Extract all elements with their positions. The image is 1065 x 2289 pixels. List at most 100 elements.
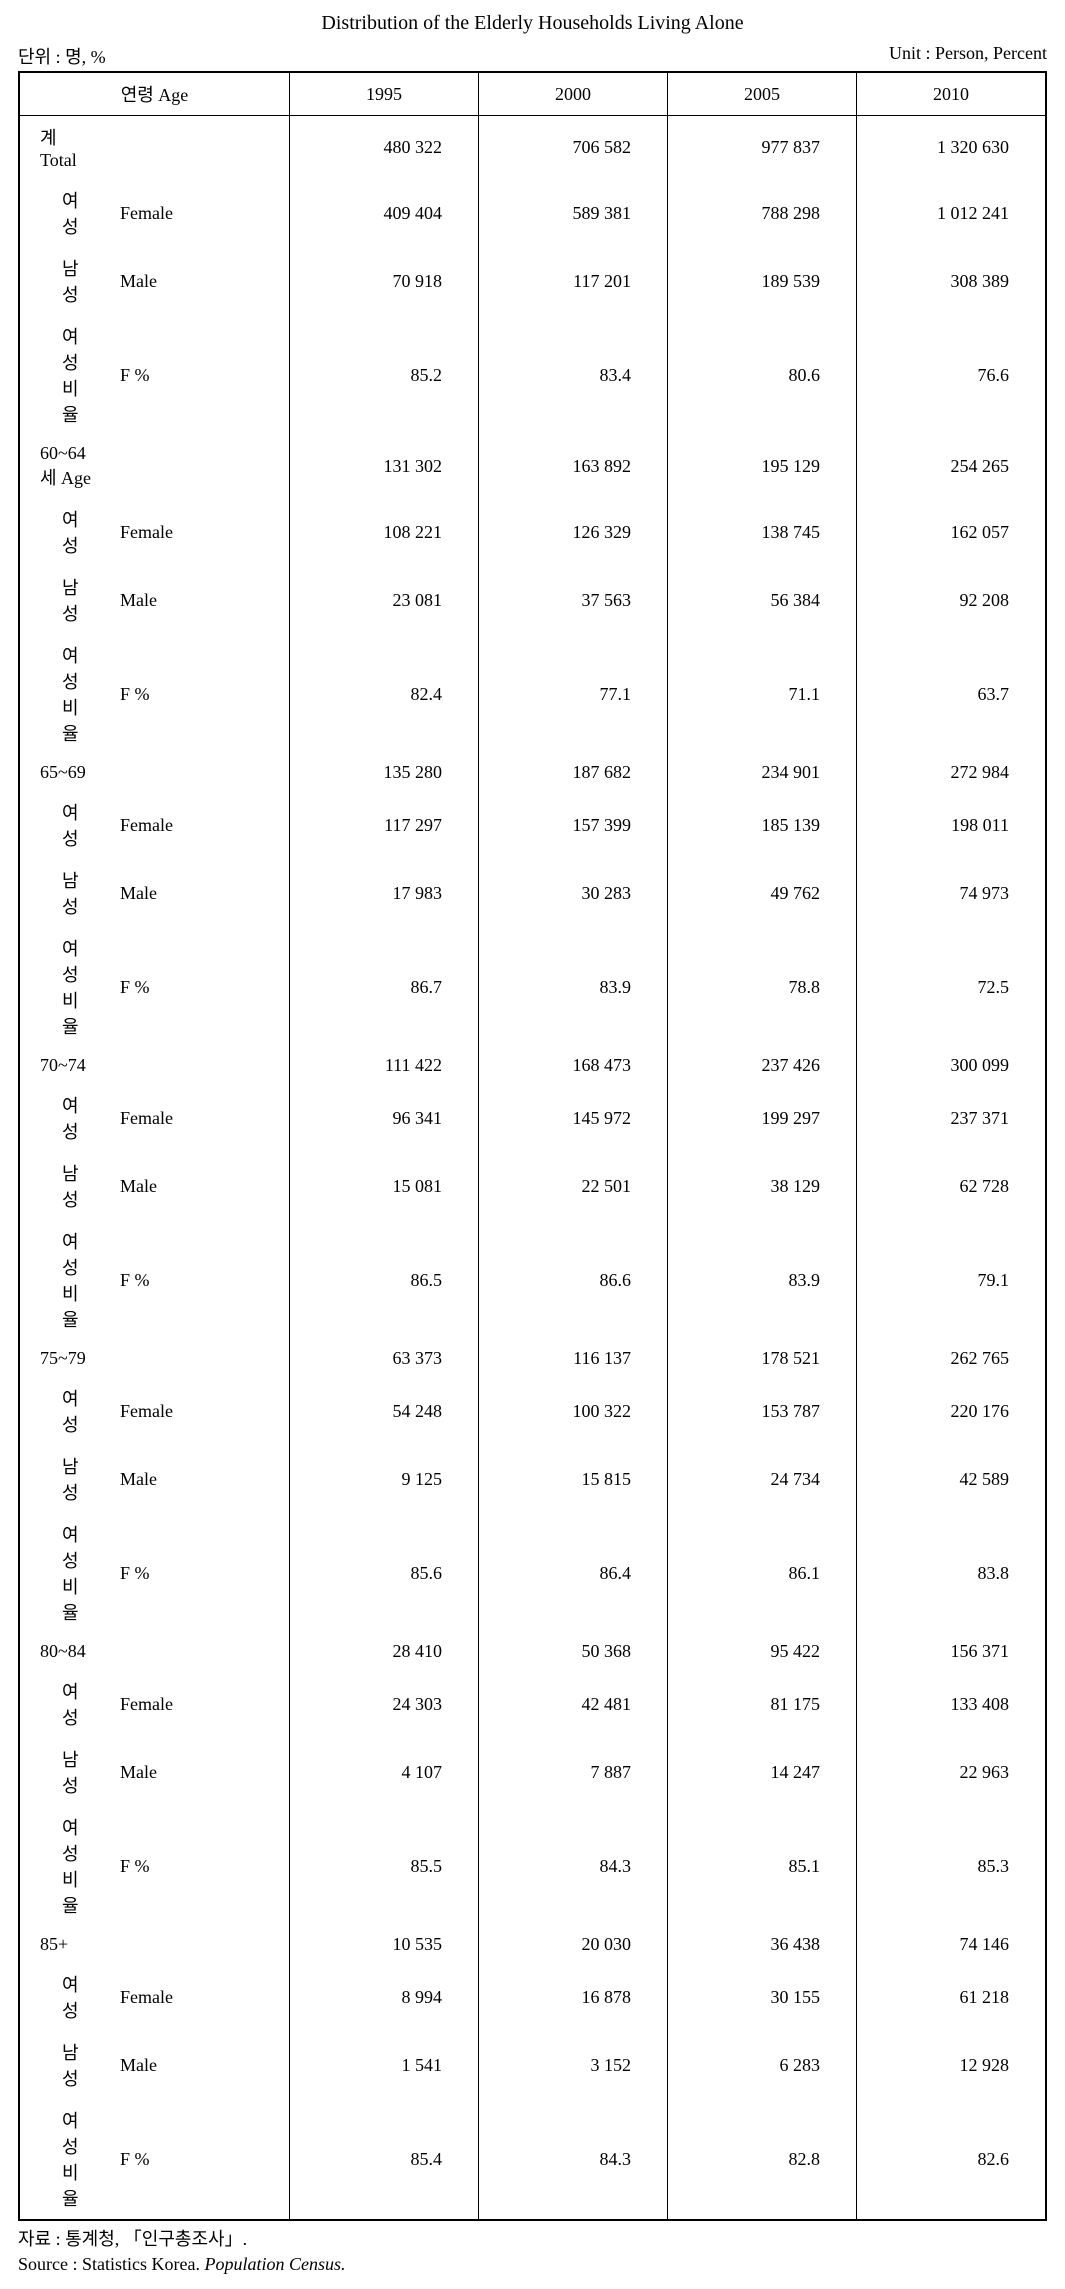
cell-value: 8 994 bbox=[290, 1963, 479, 2031]
cell-value: 16 878 bbox=[479, 1963, 668, 2031]
cell-value: 977 837 bbox=[668, 116, 857, 180]
row-label-ko: 여성비율 bbox=[19, 1806, 106, 1926]
row-label-en: Male bbox=[106, 1738, 290, 1806]
table-row: 여성Female8 99416 87830 15561 218 bbox=[19, 1963, 1046, 2031]
cell-value: 168 473 bbox=[479, 1047, 668, 1084]
cell-value: 30 155 bbox=[668, 1963, 857, 2031]
cell-value: 54 248 bbox=[290, 1377, 479, 1445]
table-row: 남성Male23 08137 56356 38492 208 bbox=[19, 566, 1046, 634]
table-row: 남성Male70 918117 201189 539308 389 bbox=[19, 247, 1046, 315]
cell-value: 82.4 bbox=[290, 634, 479, 754]
table-row: 여성비율F %85.686.486.183.8 bbox=[19, 1513, 1046, 1633]
row-label-ko: 남성 bbox=[19, 859, 106, 927]
row-label-ko: 여성비율 bbox=[19, 927, 106, 1047]
cell-value: 153 787 bbox=[668, 1377, 857, 1445]
cell-value: 83.8 bbox=[857, 1513, 1047, 1633]
group-label-ko: 85+ bbox=[19, 1926, 106, 1963]
col-2000: 2000 bbox=[479, 72, 668, 116]
row-label-ko: 남성 bbox=[19, 1445, 106, 1513]
cell-value: 157 399 bbox=[479, 791, 668, 859]
cell-value: 36 438 bbox=[668, 1926, 857, 1963]
cell-value: 1 541 bbox=[290, 2031, 479, 2099]
table-row: 여성Female117 297157 399185 139198 011 bbox=[19, 791, 1046, 859]
cell-value: 74 146 bbox=[857, 1926, 1047, 1963]
table-row: 여성Female96 341145 972199 297237 371 bbox=[19, 1084, 1046, 1152]
row-label-en: F % bbox=[106, 927, 290, 1047]
row-label-en: Female bbox=[106, 498, 290, 566]
table-row: 여성비율F %85.283.480.676.6 bbox=[19, 315, 1046, 435]
cell-value: 83.9 bbox=[479, 927, 668, 1047]
row-label-ko: 여성 bbox=[19, 1084, 106, 1152]
table-row: 계 Total480 322706 582977 8371 320 630 bbox=[19, 116, 1046, 180]
row-label-en: Male bbox=[106, 2031, 290, 2099]
source-en: Source : Statistics Korea. Population Ce… bbox=[18, 2252, 1047, 2277]
cell-value: 84.3 bbox=[479, 1806, 668, 1926]
cell-value: 100 322 bbox=[479, 1377, 668, 1445]
table-row: 70~74111 422168 473237 426300 099 bbox=[19, 1047, 1046, 1084]
cell-value: 185 139 bbox=[668, 791, 857, 859]
cell-value: 86.7 bbox=[290, 927, 479, 1047]
cell-value: 480 322 bbox=[290, 116, 479, 180]
cell-value: 83.9 bbox=[668, 1220, 857, 1340]
col-2010: 2010 bbox=[857, 72, 1047, 116]
row-label-ko: 여성비율 bbox=[19, 2099, 106, 2220]
cell-value: 63.7 bbox=[857, 634, 1047, 754]
cell-value: 38 129 bbox=[668, 1152, 857, 1220]
cell-value: 14 247 bbox=[668, 1738, 857, 1806]
cell-value: 86.6 bbox=[479, 1220, 668, 1340]
cell-value: 220 176 bbox=[857, 1377, 1047, 1445]
cell-value: 126 329 bbox=[479, 498, 668, 566]
row-label-ko: 여성 bbox=[19, 179, 106, 247]
cell-value: 308 389 bbox=[857, 247, 1047, 315]
cell-value: 81 175 bbox=[668, 1670, 857, 1738]
source-en-text: Statistics Korea. bbox=[82, 2254, 204, 2274]
row-label-ko: 남성 bbox=[19, 1738, 106, 1806]
cell-value: 156 371 bbox=[857, 1633, 1047, 1670]
cell-value: 3 152 bbox=[479, 2031, 668, 2099]
cell-value: 1 012 241 bbox=[857, 179, 1047, 247]
row-label-ko: 여성 bbox=[19, 1963, 106, 2031]
cell-value: 145 972 bbox=[479, 1084, 668, 1152]
row-label-en: Female bbox=[106, 179, 290, 247]
cell-value: 86.4 bbox=[479, 1513, 668, 1633]
row-label-en: Female bbox=[106, 1377, 290, 1445]
cell-value: 95 422 bbox=[668, 1633, 857, 1670]
row-label-ko: 여성 bbox=[19, 1377, 106, 1445]
cell-value: 42 481 bbox=[479, 1670, 668, 1738]
page-title: Distribution of the Elderly Households L… bbox=[18, 12, 1047, 35]
table-row: 남성Male15 08122 50138 12962 728 bbox=[19, 1152, 1046, 1220]
cell-value: 10 535 bbox=[290, 1926, 479, 1963]
cell-value: 17 983 bbox=[290, 859, 479, 927]
cell-value: 62 728 bbox=[857, 1152, 1047, 1220]
cell-value: 85.1 bbox=[668, 1806, 857, 1926]
cell-value: 7 887 bbox=[479, 1738, 668, 1806]
group-label-en bbox=[106, 116, 290, 180]
cell-value: 30 283 bbox=[479, 859, 668, 927]
row-label-en: Female bbox=[106, 791, 290, 859]
table-row: 60~64 세 Age131 302163 892195 129254 265 bbox=[19, 435, 1046, 498]
table-row: 75~7963 373116 137178 521262 765 bbox=[19, 1340, 1046, 1377]
cell-value: 84.3 bbox=[479, 2099, 668, 2220]
cell-value: 116 137 bbox=[479, 1340, 668, 1377]
cell-value: 138 745 bbox=[668, 498, 857, 566]
cell-value: 82.8 bbox=[668, 2099, 857, 2220]
row-label-ko: 여성비율 bbox=[19, 315, 106, 435]
cell-value: 117 297 bbox=[290, 791, 479, 859]
row-label-en: Female bbox=[106, 1670, 290, 1738]
cell-value: 61 218 bbox=[857, 1963, 1047, 2031]
cell-value: 80.6 bbox=[668, 315, 857, 435]
cell-value: 96 341 bbox=[290, 1084, 479, 1152]
table-row: 여성비율F %86.783.978.872.5 bbox=[19, 927, 1046, 1047]
row-label-en: Male bbox=[106, 566, 290, 634]
cell-value: 117 201 bbox=[479, 247, 668, 315]
table-row: 남성Male4 1077 88714 24722 963 bbox=[19, 1738, 1046, 1806]
group-label-en bbox=[106, 754, 290, 791]
source-ko-text: 통계청, 「인구총조사」. bbox=[65, 2229, 247, 2249]
row-label-en: F % bbox=[106, 634, 290, 754]
group-label-ko: 60~64 세 Age bbox=[19, 435, 106, 498]
table-row: 여성비율F %86.586.683.979.1 bbox=[19, 1220, 1046, 1340]
cell-value: 24 734 bbox=[668, 1445, 857, 1513]
cell-value: 37 563 bbox=[479, 566, 668, 634]
group-label-en bbox=[106, 1047, 290, 1084]
table-row: 80~8428 41050 36895 422156 371 bbox=[19, 1633, 1046, 1670]
